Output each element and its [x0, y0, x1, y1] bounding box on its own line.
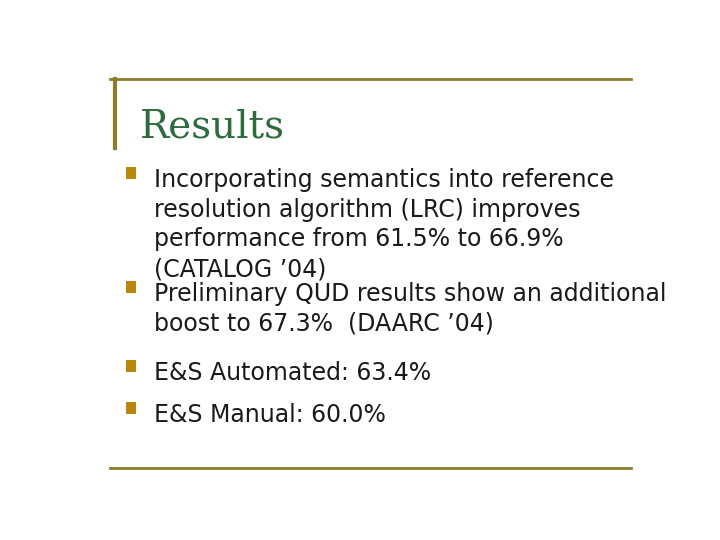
Text: Incorporating semantics into reference
resolution algorithm (LRC) improves
perfo: Incorporating semantics into reference r… — [154, 168, 614, 281]
Bar — [126, 167, 136, 179]
Bar — [126, 402, 136, 414]
Text: Preliminary QUD results show an additional
boost to 67.3%  (DAARC ’04): Preliminary QUD results show an addition… — [154, 282, 667, 336]
Bar — [126, 281, 136, 294]
Text: E&S Automated: 63.4%: E&S Automated: 63.4% — [154, 361, 431, 385]
Bar — [126, 360, 136, 373]
Text: E&S Manual: 60.0%: E&S Manual: 60.0% — [154, 403, 386, 427]
Text: Results: Results — [140, 109, 285, 145]
